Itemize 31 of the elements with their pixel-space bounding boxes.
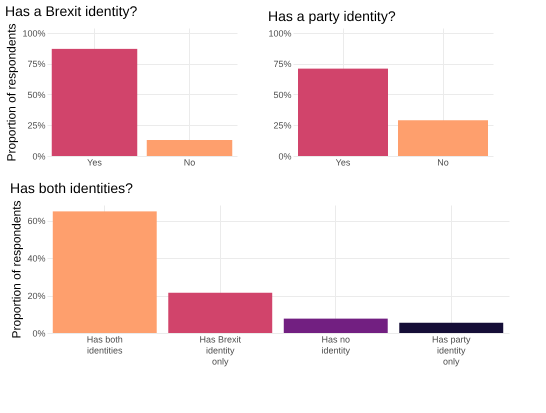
x-tick-label: Yes (336, 158, 351, 168)
y-tick-label: 60% (27, 216, 46, 226)
y-tick-label: 20% (27, 291, 46, 302)
x-tick-label: No (184, 158, 196, 168)
bar (52, 211, 157, 333)
y-tick-label: 0% (278, 152, 292, 162)
x-tick-label: Has party identity only (432, 334, 472, 366)
y-tick-label: 40% (27, 254, 46, 264)
y-tick-label: 50% (27, 90, 46, 100)
y-tick-label: 50% (273, 90, 292, 100)
x-tick-label: Has Brexit identity only (199, 334, 242, 366)
y-tick-label: 0% (32, 152, 46, 162)
bar (168, 292, 272, 333)
y-tick-label: 0% (32, 328, 46, 338)
y-tick-label: 25% (273, 120, 292, 131)
y-tick-label: 100% (268, 28, 292, 38)
y-tick-label: 75% (273, 59, 292, 70)
chart-title: Has a party identity? (268, 8, 396, 24)
x-tick-label: No (437, 158, 449, 168)
bar (284, 318, 388, 333)
y-tick-label: 25% (27, 120, 46, 131)
y-tick-label: 100% (22, 28, 46, 38)
y-axis-title: Proportion of respondents (9, 200, 24, 339)
chart-title: Has a Brexit identity? (4, 2, 138, 19)
bar (399, 322, 504, 333)
x-tick-label: Yes (87, 158, 102, 168)
x-tick-label: Has both identities (86, 334, 124, 356)
chart-title: Has both identities? (10, 180, 134, 196)
y-tick-label: 75% (27, 59, 46, 70)
x-tick-label: Has no identity (321, 334, 350, 356)
y-axis-title: Proportion of respondents (4, 23, 18, 162)
